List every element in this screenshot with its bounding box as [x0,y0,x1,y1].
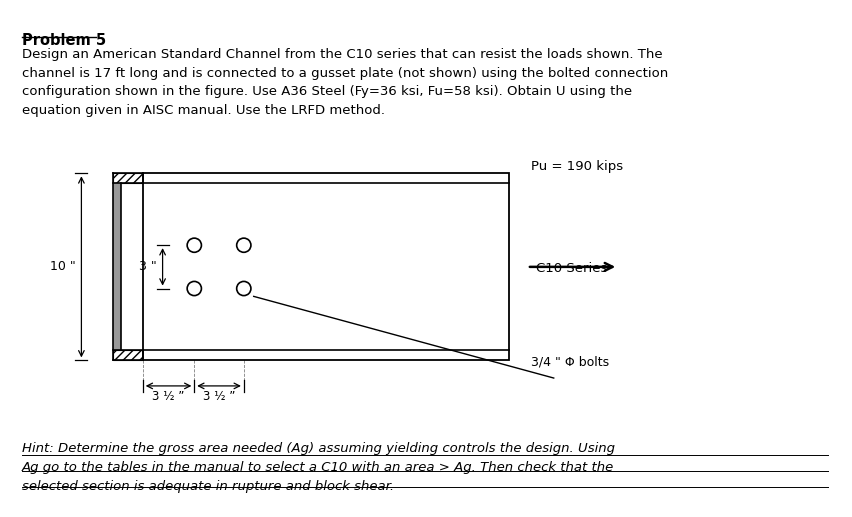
Bar [113,183,121,351]
Bar [143,173,509,360]
Circle shape [187,281,201,296]
Circle shape [237,281,251,296]
Text: 10 ": 10 " [49,261,76,273]
Text: Problem 5: Problem 5 [22,33,106,48]
Text: 3 ": 3 " [139,261,157,273]
Text: 3/4 " Φ bolts: 3/4 " Φ bolts [531,355,609,369]
Circle shape [187,238,201,252]
Text: Hint: Determine the gross area needed (Ag) assuming yielding controls the design: Hint: Determine the gross area needed (A… [22,442,615,493]
Text: C10 Series: C10 Series [536,262,607,276]
Circle shape [237,238,251,252]
Text: 3 ½ ”: 3 ½ ” [203,390,235,403]
Bar [113,351,143,360]
Text: Design an American Standard Channel from the C10 series that can resist the load: Design an American Standard Channel from… [22,49,668,117]
Text: 3 ½ ”: 3 ½ ” [153,390,185,403]
Bar [113,173,143,183]
Text: Pu = 190 kips: Pu = 190 kips [531,160,623,173]
